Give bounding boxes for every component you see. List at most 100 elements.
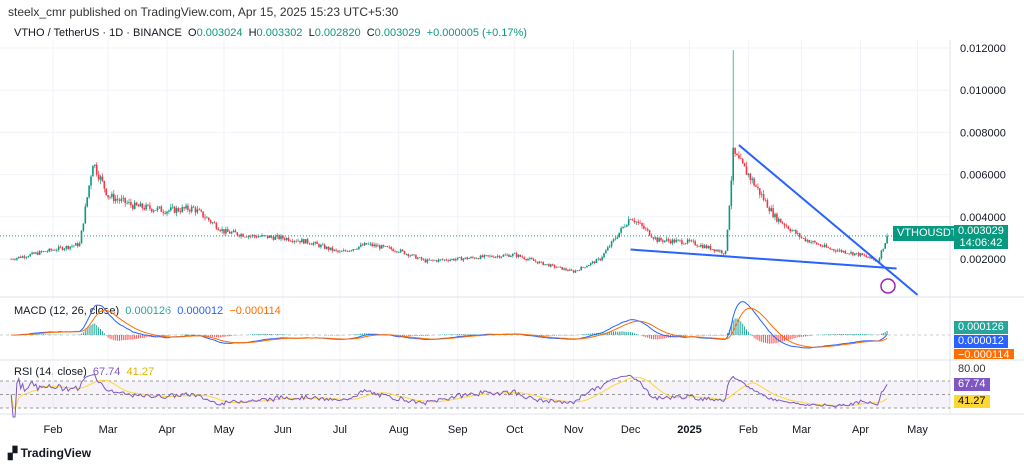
x-tick-label: May: [214, 424, 235, 436]
candle-body: [29, 254, 31, 257]
candle-body: [726, 229, 729, 251]
signal-line: [11, 307, 888, 348]
candle-body: [130, 202, 132, 206]
candle-body: [648, 230, 651, 236]
candle-body: [259, 236, 261, 238]
candle-body: [113, 193, 115, 202]
candle-body: [515, 253, 518, 257]
candle-body: [291, 241, 294, 242]
candle-body: [80, 230, 83, 244]
candle-body: [312, 243, 315, 245]
candle-body: [724, 250, 727, 254]
candle-body: [63, 248, 66, 250]
candle-body: [635, 221, 638, 223]
candle-body: [417, 257, 419, 259]
candle-body: [475, 258, 478, 259]
candle-body: [671, 239, 674, 244]
candle-body: [825, 244, 828, 248]
candle-body: [848, 253, 850, 255]
candle-body: [84, 206, 87, 224]
candle-body: [768, 207, 771, 212]
candle-body: [350, 250, 353, 252]
candle-body: [342, 250, 345, 252]
candle-body: [500, 256, 503, 258]
candle-body: [335, 249, 337, 251]
macd-title[interactable]: MACD (12, 26, close): [14, 305, 120, 317]
candle-body: [618, 232, 620, 238]
signal-tag: −0.000114: [954, 349, 1014, 359]
symbol[interactable]: VTHO / TetherUS · 1D · BINANCE: [14, 27, 182, 39]
candle-body: [48, 248, 50, 252]
candle-body: [793, 230, 795, 231]
candle-body: [375, 244, 377, 247]
candle-body: [557, 266, 560, 268]
candle-body: [428, 259, 430, 261]
candle-body: [247, 235, 250, 238]
candle-body: [795, 230, 797, 234]
candle-body: [301, 239, 303, 243]
candle-body: [544, 264, 546, 266]
logo-icon: ▞: [8, 446, 21, 460]
rsi-title[interactable]: RSI (14, close): [14, 366, 87, 378]
candle-body: [185, 205, 187, 209]
candle-body: [101, 176, 104, 181]
candle-body: [846, 253, 848, 255]
candle-body: [607, 247, 609, 251]
candle-body: [493, 256, 495, 258]
y-tick-label: 0.006000: [960, 170, 1006, 182]
candle-body: [456, 257, 459, 260]
candle-body: [664, 240, 666, 242]
candle-body: [25, 257, 28, 258]
macd-tag: 0.000012: [954, 335, 1008, 348]
candle-body: [675, 239, 677, 243]
candle-body: [688, 239, 691, 241]
candle-body: [800, 237, 803, 238]
candle-body: [519, 254, 522, 257]
candle-body: [608, 246, 611, 248]
candle-body: [684, 243, 687, 244]
candle-body: [325, 246, 328, 249]
x-tick-label: Oct: [506, 424, 523, 436]
macd-line: [11, 301, 888, 349]
candle-body: [861, 253, 864, 255]
candle-body: [702, 244, 704, 249]
candle-body: [200, 210, 202, 212]
candle-body: [97, 174, 100, 180]
y-tick-label: 0.012000: [960, 43, 1006, 55]
rsi-80-tick: 80.00: [958, 363, 986, 375]
candle-body: [538, 261, 541, 264]
candle-body: [580, 266, 582, 271]
candle-body: [496, 255, 499, 257]
candle-body: [373, 244, 375, 246]
candle-body: [703, 245, 706, 249]
candle-body: [168, 210, 170, 212]
candle-body: [844, 251, 847, 254]
candle-body: [779, 218, 782, 223]
candle-body: [738, 155, 740, 159]
candle-body: [508, 254, 510, 257]
candle-body: [812, 241, 814, 243]
candle-body: [208, 217, 210, 221]
candle-body: [546, 264, 548, 265]
candle-body: [527, 259, 529, 261]
candle-body: [173, 206, 176, 213]
candle-body: [179, 211, 182, 212]
candle-body: [244, 236, 246, 238]
candle-body: [747, 173, 750, 175]
x-tick-label: Feb: [739, 424, 758, 436]
candle-body: [249, 235, 252, 237]
x-tick-label: Jul: [333, 424, 347, 436]
tradingview-logo[interactable]: ▞ TradingView: [8, 446, 91, 460]
candle-body: [190, 206, 193, 212]
candle-body: [377, 245, 379, 247]
candle-body: [641, 223, 643, 226]
high-label: H: [248, 27, 257, 39]
candle-body: [443, 259, 446, 261]
candle-body: [732, 147, 734, 181]
candle-body: [363, 242, 366, 246]
candle-body: [483, 255, 486, 258]
candle-body: [388, 247, 391, 248]
candle-body: [170, 207, 172, 211]
candle-body: [472, 257, 474, 258]
